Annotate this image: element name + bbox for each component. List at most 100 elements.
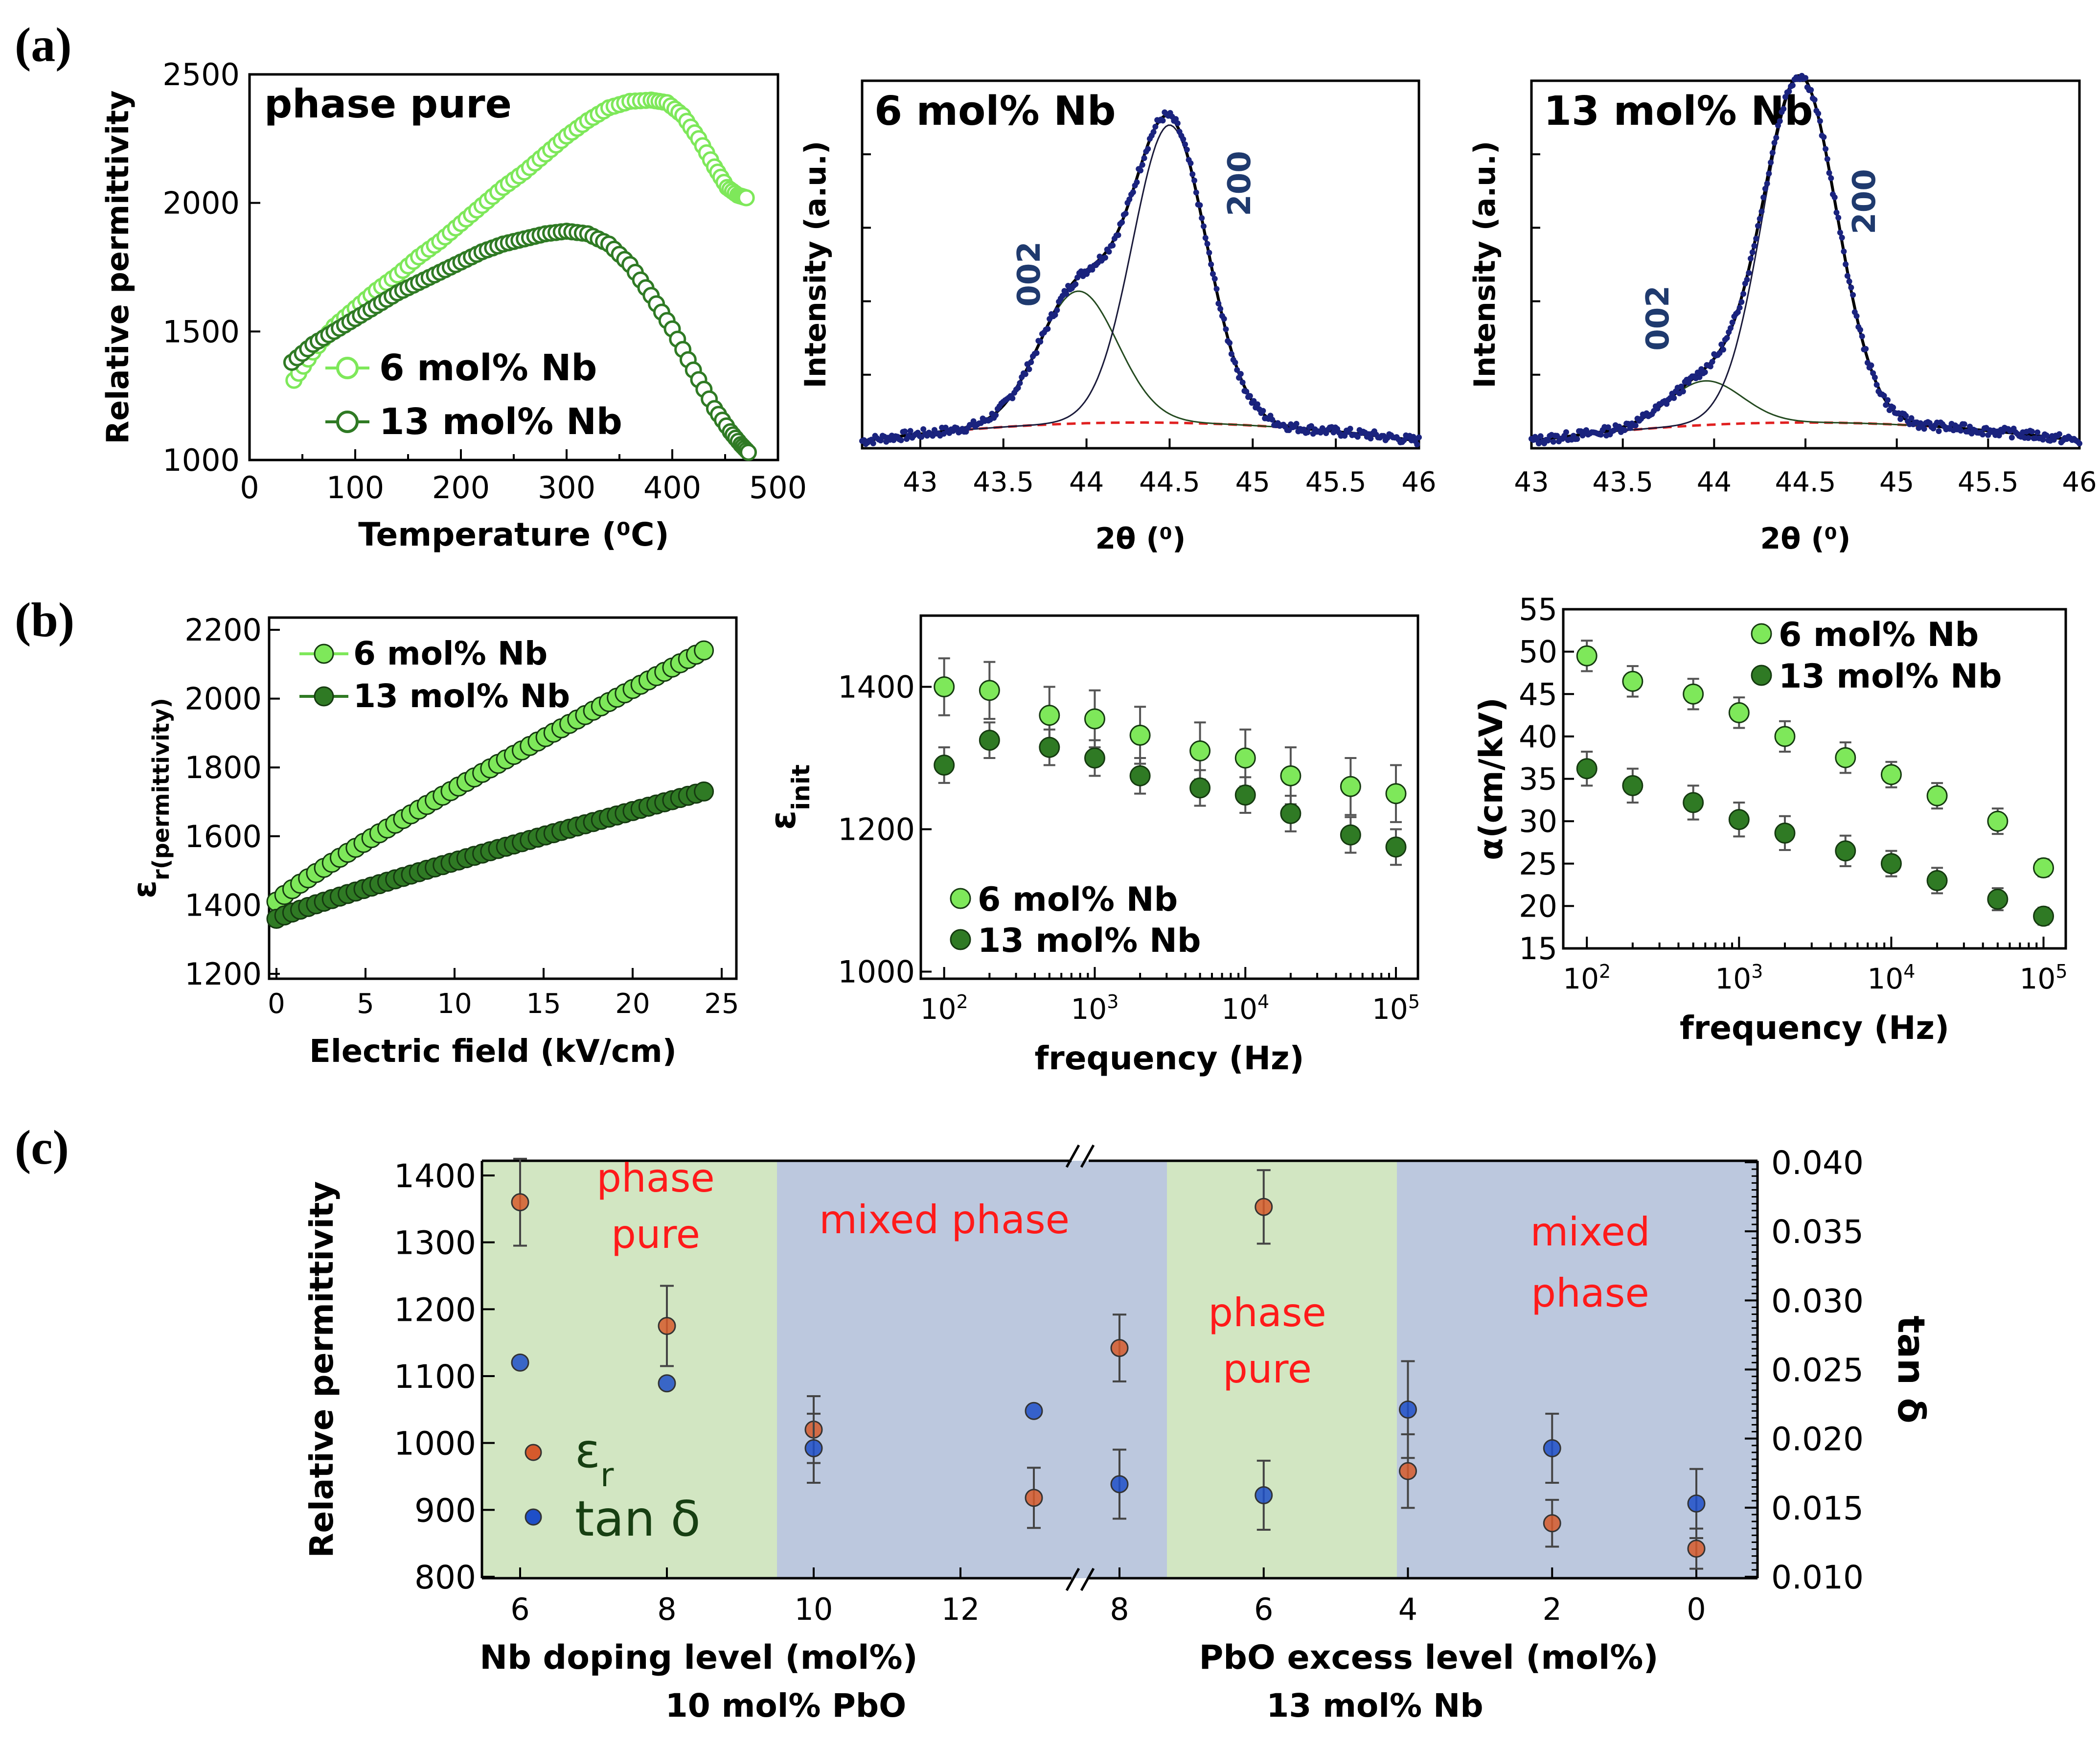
- tick-label: 45: [1879, 466, 1914, 498]
- y2-axis-label: tan δ: [1890, 1315, 1933, 1423]
- tick-label: 46: [2062, 466, 2097, 498]
- data-point: [1780, 106, 1787, 112]
- data-point: [1073, 281, 1079, 287]
- data-point: [2025, 435, 2032, 441]
- label-subscript: r(permittivity): [148, 698, 174, 880]
- data-point: [1293, 420, 1300, 427]
- label-subscript: init: [787, 764, 815, 810]
- plot-frame: [861, 79, 1420, 450]
- data-point: [1782, 94, 1788, 100]
- tick-label: 20: [1519, 888, 1557, 924]
- data-point: [1330, 429, 1337, 436]
- data-point: [1184, 146, 1190, 153]
- data-point: [1033, 350, 1040, 356]
- annotation: phase pure: [264, 81, 512, 127]
- tick-label: 6: [1254, 1591, 1273, 1627]
- data-point: [740, 443, 757, 461]
- data-point: [2077, 440, 2082, 447]
- data-point: [1221, 316, 1227, 322]
- data-point: [1126, 196, 1133, 203]
- data-point: [1702, 369, 1708, 375]
- data-point: [1152, 123, 1159, 130]
- peak-002-curve: [862, 290, 1419, 442]
- data-point: [1863, 345, 1869, 352]
- tick-label: 2000: [184, 681, 262, 717]
- region-label: mixed phase: [1530, 1209, 1650, 1316]
- data-point: [1180, 136, 1187, 142]
- panel-label-b: (b): [15, 593, 74, 647]
- data-point: [1009, 395, 1016, 401]
- tick-label: 4: [1398, 1591, 1417, 1627]
- data-point: [1696, 374, 1703, 380]
- data-point: [1129, 724, 1151, 746]
- data-point: [1280, 803, 1301, 824]
- data-point: [1045, 326, 1051, 332]
- region-phase-pure: [1167, 1161, 1397, 1578]
- tan-delta-point: [1255, 1486, 1273, 1504]
- data-point: [1234, 784, 1256, 806]
- data-point: [1897, 416, 1904, 422]
- data-point: [1980, 431, 1986, 437]
- data-point: [1110, 242, 1116, 249]
- data-point: [1632, 422, 1639, 429]
- data-point: [1189, 171, 1196, 178]
- data-point: [1987, 889, 2009, 910]
- data-point: [1921, 426, 1927, 432]
- data-point: [979, 680, 1000, 701]
- tick-label: 500: [749, 470, 807, 506]
- tick-label: 0: [1687, 1591, 1706, 1627]
- data-point: [1202, 235, 1209, 241]
- tick-label: 102: [920, 991, 968, 1026]
- data-point: [1821, 134, 1827, 140]
- data-point: [1720, 346, 1726, 353]
- label-main: ε: [126, 880, 163, 898]
- data-point: [1753, 235, 1759, 242]
- data-point: [1824, 156, 1830, 162]
- tick-label: 1600: [184, 819, 262, 854]
- data-point: [1187, 160, 1194, 166]
- x-axis-label: Electric field (kV/cm): [309, 1034, 677, 1070]
- tick-label: 12: [941, 1591, 980, 1627]
- data-point: [1622, 775, 1643, 796]
- data-point: [1771, 139, 1778, 146]
- data-point: [1857, 326, 1863, 333]
- data-point: [694, 640, 714, 661]
- annotation: 13 mol% Nb: [1544, 88, 1813, 135]
- data-point: [1774, 822, 1796, 844]
- axis-break-mark: [1065, 1567, 1080, 1591]
- tick-label: 10: [437, 988, 472, 1020]
- er-point: [1687, 1540, 1706, 1558]
- y-axis-label: Intensity (a.u.): [799, 141, 833, 389]
- tick-label: 43: [903, 466, 937, 498]
- legend-marker: [336, 357, 359, 379]
- tick-label: 0.040: [1771, 1144, 1864, 1182]
- data-point: [1199, 215, 1205, 221]
- data-point: [2040, 437, 2046, 443]
- data-point: [1881, 392, 1887, 399]
- data-point: [1217, 306, 1224, 312]
- tan-delta-point: [658, 1374, 676, 1393]
- data-point: [1160, 117, 1166, 124]
- data-point: [1115, 232, 1121, 238]
- axis-break-mark: [1080, 1567, 1095, 1591]
- tick-label: 1500: [162, 314, 240, 349]
- data-point: [1843, 261, 1849, 268]
- data-point: [1052, 312, 1058, 318]
- data-point: [1145, 146, 1151, 152]
- data-point: [1563, 429, 1569, 436]
- data-point: [1213, 286, 1220, 292]
- legend-label: 6 mol% Nb: [978, 880, 1178, 919]
- data-point: [1576, 758, 1598, 780]
- data-point: [2056, 431, 2062, 437]
- data-point: [1017, 380, 1023, 386]
- tick-label: 45: [1235, 466, 1270, 498]
- x-axis-label: frequency (Hz): [1034, 1039, 1304, 1077]
- data-point: [1254, 401, 1260, 408]
- data-point: [1243, 389, 1250, 395]
- region-label-line: phase: [596, 1155, 714, 1201]
- data-point: [1228, 351, 1234, 357]
- data-point: [1138, 167, 1143, 174]
- data-point: [1736, 304, 1743, 311]
- data-point: [1760, 194, 1767, 201]
- data-point: [2034, 429, 2041, 436]
